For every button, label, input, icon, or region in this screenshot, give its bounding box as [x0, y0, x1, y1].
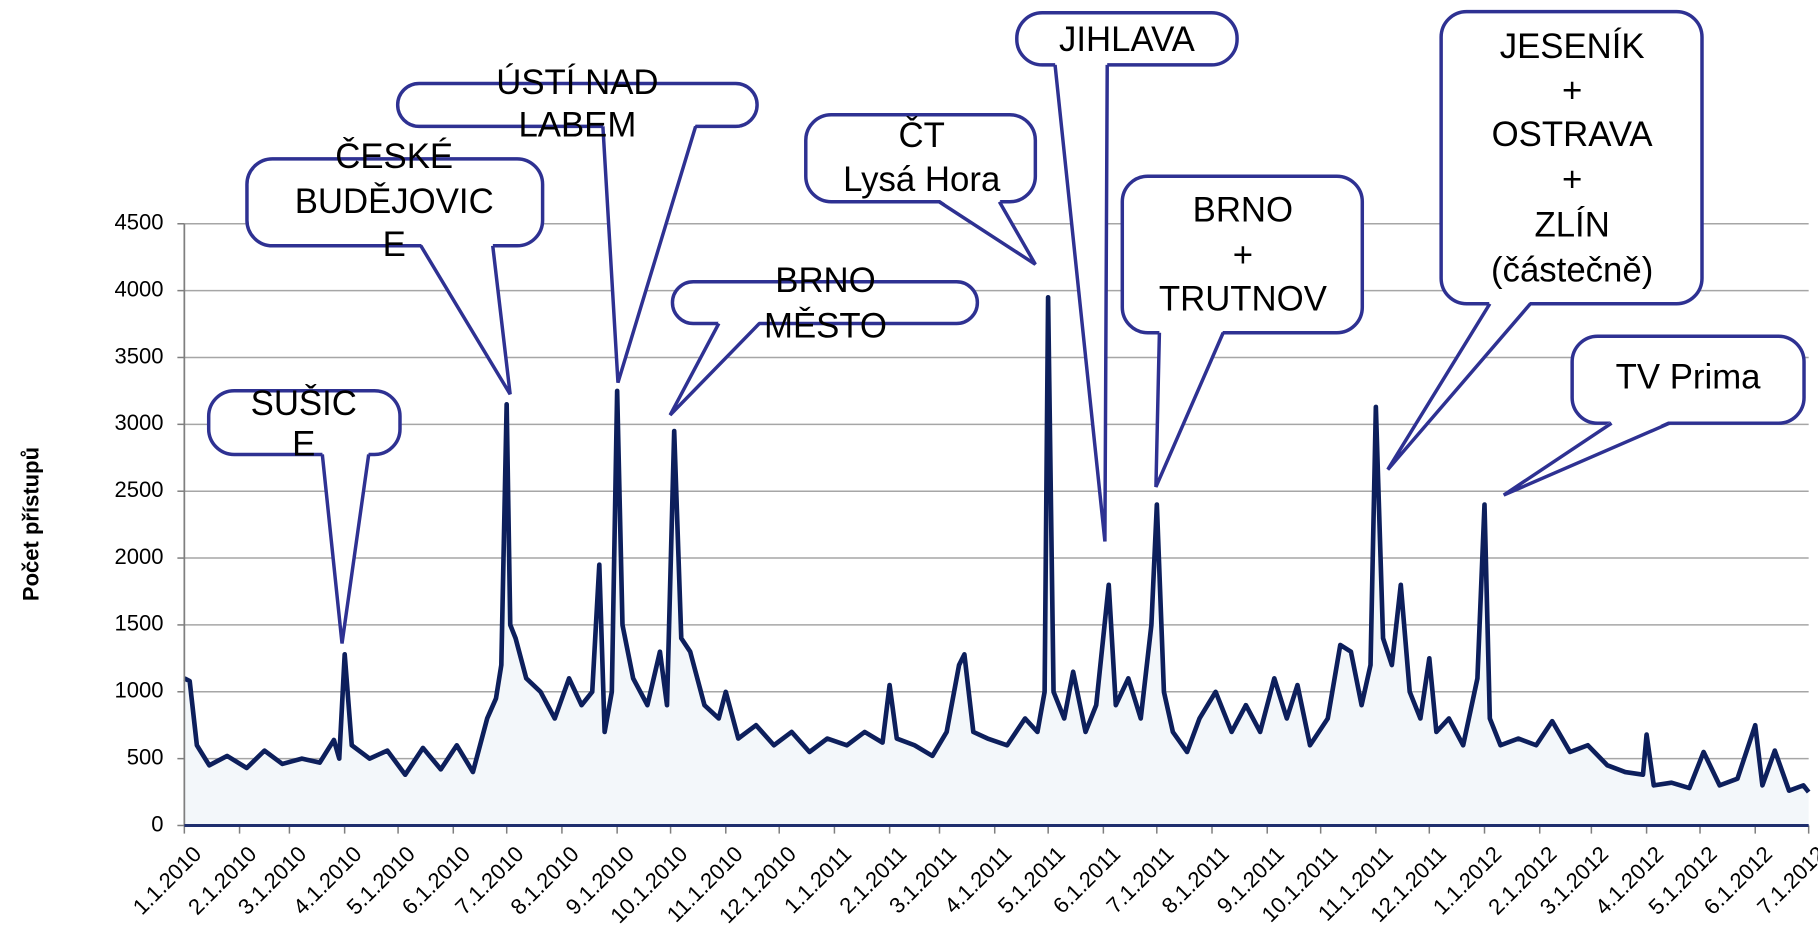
- annotation-text: (částečně): [1491, 252, 1653, 290]
- y-tick-label: 4000: [114, 276, 163, 301]
- annotation-text: Lysá Hora: [843, 161, 1001, 199]
- annotation-text: +: [1233, 237, 1253, 275]
- annotation-text: +: [1562, 72, 1582, 110]
- annotation-text: BRNO: [775, 262, 875, 300]
- annotation-text: JIHLAVA: [1059, 21, 1196, 59]
- y-tick-label: 1000: [114, 678, 163, 703]
- callout-pointer: [938, 200, 1037, 266]
- line: [183, 294, 1811, 794]
- y-tick-label: 4500: [114, 210, 163, 235]
- callout-pointer: [1053, 64, 1109, 542]
- annotation-text: ČESKÉ: [335, 137, 453, 176]
- plot-root: Počet přístupů 0 500 1000 1500 2000 2500 3000 3…: [18, 9, 1818, 928]
- y-tick-label: 3500: [114, 343, 163, 368]
- annotation-text: JESENÍK: [1500, 27, 1645, 66]
- annotation-text: E: [383, 226, 406, 264]
- annotation-text: LABEM: [518, 107, 636, 145]
- area: [184, 297, 1809, 826]
- callout-box: [1439, 9, 1704, 306]
- annotation-text: BUDĚJOVIC: [295, 182, 494, 221]
- callout-box: [670, 279, 980, 326]
- callout-box: [206, 388, 402, 457]
- annotation-text: E: [292, 426, 315, 464]
- callout-box: [804, 113, 1038, 204]
- callout-pointer: [1154, 332, 1225, 488]
- callout-pointer: [668, 322, 761, 417]
- callout-pointer: [601, 125, 698, 384]
- y-axis-label: Počet přístupů: [18, 447, 43, 601]
- y-tick-label: 2000: [114, 544, 163, 569]
- annotation-text: ČT: [899, 116, 945, 155]
- annotation-text: +: [1562, 161, 1582, 199]
- callout-pointer: [320, 454, 371, 644]
- annotation-text: TRUTNOV: [1159, 281, 1328, 319]
- callout-pointer: [1386, 302, 1532, 471]
- callout-box: [395, 81, 759, 129]
- y-tick-label: 0: [151, 811, 163, 836]
- callout-pointer: [1502, 421, 1671, 497]
- callout-box: [245, 157, 545, 248]
- annotation-text: BRNO: [1193, 191, 1293, 229]
- annotation-text: TV Prima: [1616, 358, 1762, 396]
- callout-box: [1015, 11, 1239, 67]
- callout-pointer-fill: [322, 452, 369, 644]
- annotation-text: OSTRAVA: [1492, 116, 1654, 154]
- y-tick-label: 1500: [114, 611, 163, 636]
- callout-box: [1120, 174, 1365, 335]
- y-tick-label: 2500: [114, 477, 163, 502]
- callout-pointer-fill: [602, 124, 696, 383]
- annotation-text: ÚSTÍ NAD: [496, 63, 658, 102]
- annotation-text: SUŠIC: [251, 384, 357, 423]
- annotation-text: MĚSTO: [764, 306, 887, 345]
- callout-box: [1570, 334, 1806, 425]
- annotation-text: ZLÍN: [1534, 205, 1609, 244]
- y-tick-label: 500: [127, 744, 164, 769]
- callout-pointer: [419, 244, 512, 396]
- y-tick-label: 3000: [114, 410, 163, 435]
